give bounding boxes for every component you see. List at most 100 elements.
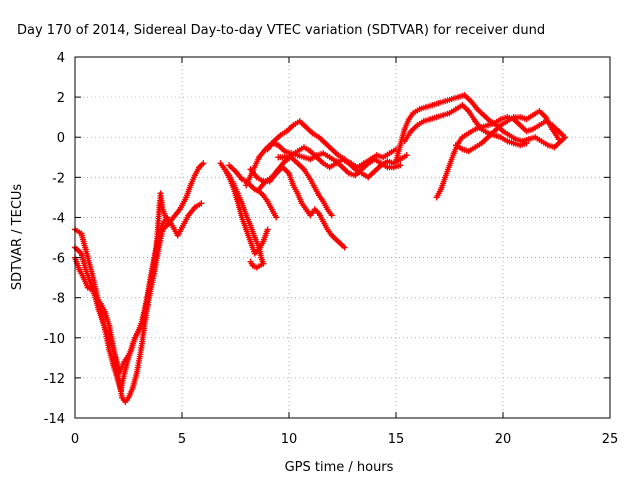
data-point (485, 134, 492, 141)
data-point (144, 294, 151, 301)
x-tick-label: 10 (281, 432, 298, 447)
data-point (264, 146, 271, 153)
y-tick-label: 4 (57, 51, 65, 66)
data-point (315, 134, 322, 141)
series-group (221, 166, 267, 271)
series-group (433, 114, 566, 201)
data-point (249, 168, 256, 175)
data-point (283, 128, 290, 135)
data-point (271, 138, 278, 145)
data-point (95, 306, 102, 313)
data-point (134, 368, 141, 375)
data-point (170, 224, 177, 231)
data-point (459, 146, 466, 153)
data-point (174, 232, 181, 239)
data-point (523, 128, 530, 135)
data-point (326, 164, 333, 171)
data-point (410, 110, 417, 117)
data-point (119, 394, 126, 401)
data-point (551, 144, 558, 151)
data-point (472, 118, 479, 125)
data-point (328, 146, 335, 153)
data-point (500, 128, 506, 135)
data-point (311, 206, 318, 213)
data-point (303, 124, 310, 131)
data-point (277, 132, 284, 139)
data-point (112, 354, 119, 361)
data-point (247, 258, 254, 265)
data-point (544, 142, 551, 149)
data-point (234, 190, 241, 197)
data-point (76, 266, 83, 273)
data-point (420, 118, 427, 125)
data-point (335, 152, 342, 159)
data-point (243, 182, 250, 189)
data-point (290, 122, 297, 129)
data-point (326, 154, 333, 161)
data-point (467, 98, 474, 105)
data-point (322, 140, 329, 147)
data-point (187, 182, 194, 189)
data-point (106, 334, 113, 341)
data-point (164, 218, 171, 225)
y-axis-label: SDTVAR / TECUs (10, 184, 25, 291)
data-point (78, 230, 85, 237)
data-point (529, 126, 536, 133)
data-point (324, 206, 331, 213)
data-point (455, 94, 462, 101)
data-point (478, 140, 485, 147)
data-point (238, 200, 245, 207)
data-point (365, 174, 372, 181)
data-point (459, 102, 466, 109)
data-point (414, 122, 421, 129)
data-point (196, 164, 203, 171)
data-point (82, 246, 89, 253)
data-point (136, 326, 143, 333)
y-tick-label: -10 (44, 332, 65, 347)
data-point (80, 274, 87, 281)
data-point (170, 214, 177, 221)
data-point (555, 136, 562, 143)
data-point (320, 160, 327, 167)
data-point (191, 172, 198, 179)
data-point (433, 194, 440, 201)
data-point (179, 224, 185, 231)
data-point (185, 212, 192, 219)
data-point (243, 212, 250, 219)
data-point (480, 112, 487, 119)
data-point (294, 190, 301, 197)
data-point (149, 270, 156, 277)
data-point (307, 148, 314, 155)
data-point (264, 226, 271, 233)
data-point (116, 368, 123, 375)
data-point (386, 150, 393, 157)
data-point (461, 92, 468, 99)
data-point (555, 128, 562, 135)
data-point (442, 98, 449, 105)
data-point (465, 130, 472, 137)
plot-frame (74, 56, 611, 419)
data-point (86, 278, 93, 285)
data-point (300, 154, 307, 161)
data-point (273, 214, 280, 221)
data-point (251, 234, 258, 241)
data-point (435, 100, 442, 107)
chart-title: Day 170 of 2014, Sidereal Day-to-day VTE… (17, 23, 545, 38)
data-point (328, 232, 335, 239)
data-point (491, 120, 498, 127)
data-point (256, 186, 263, 193)
data-point (275, 166, 282, 173)
data-point (262, 178, 269, 185)
data-point (251, 250, 258, 257)
data-point (497, 134, 504, 141)
data-point (485, 122, 492, 129)
data-point (226, 172, 233, 179)
data-point (294, 160, 301, 167)
data-point (288, 152, 295, 159)
data-point (341, 244, 348, 251)
data-point (91, 290, 98, 297)
data-point (517, 122, 524, 129)
data-point (384, 158, 391, 165)
data-point (549, 126, 556, 133)
